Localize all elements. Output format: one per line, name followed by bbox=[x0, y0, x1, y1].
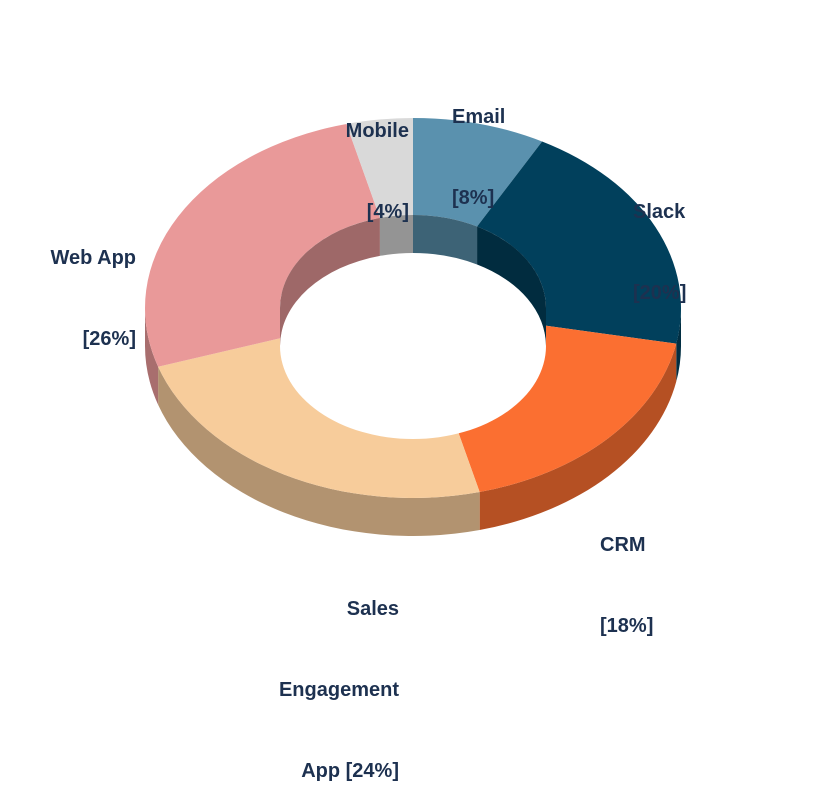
label-mobile: Mobile [4%] bbox=[346, 64, 409, 253]
label-sales-line1: Sales bbox=[346, 598, 399, 620]
label-crm-name: CRM bbox=[600, 534, 646, 556]
outer-wall-1 bbox=[676, 308, 681, 382]
inner-wall-a-4 bbox=[280, 217, 380, 346]
label-email-name: Email bbox=[452, 106, 506, 128]
label-sales-line3: App [24%] bbox=[301, 760, 399, 782]
slice-3 bbox=[158, 336, 480, 498]
slice-1 bbox=[477, 141, 682, 344]
label-sales-engagement-app: Sales Engagement App [24%] bbox=[279, 542, 399, 812]
inner-wall-b-0 bbox=[413, 215, 478, 265]
label-web-app-name: Web App bbox=[50, 247, 136, 269]
outer-wall-3 bbox=[158, 366, 480, 537]
inner-wall-a-5 bbox=[379, 215, 413, 256]
label-web-app: Web App [26%] bbox=[50, 191, 136, 380]
label-slack: Slack [20%] bbox=[633, 145, 686, 334]
donut-chart bbox=[144, 118, 682, 537]
label-mobile-percent: [4%] bbox=[366, 201, 409, 223]
donut-hole bbox=[280, 253, 546, 439]
slice-0 bbox=[413, 118, 543, 227]
slice-4 bbox=[144, 123, 380, 367]
label-crm-percent: [18%] bbox=[600, 615, 654, 637]
label-slack-name: Slack bbox=[633, 201, 686, 223]
label-sales-line2: Engagement bbox=[278, 679, 399, 701]
outer-wall-2 bbox=[479, 343, 677, 531]
donut-group bbox=[144, 118, 682, 537]
outer-wall-4 bbox=[145, 308, 159, 405]
label-crm: CRM [18%] bbox=[600, 478, 653, 667]
slice-5 bbox=[346, 118, 413, 218]
label-slack-percent: [20%] bbox=[633, 282, 687, 304]
label-email: Email [8%] bbox=[452, 50, 505, 239]
inner-wall-b-1 bbox=[477, 226, 546, 346]
label-email-percent: [8%] bbox=[452, 187, 495, 209]
label-mobile-name: Mobile bbox=[345, 120, 409, 142]
slice-2 bbox=[446, 325, 677, 493]
label-web-app-percent: [26%] bbox=[82, 328, 136, 350]
